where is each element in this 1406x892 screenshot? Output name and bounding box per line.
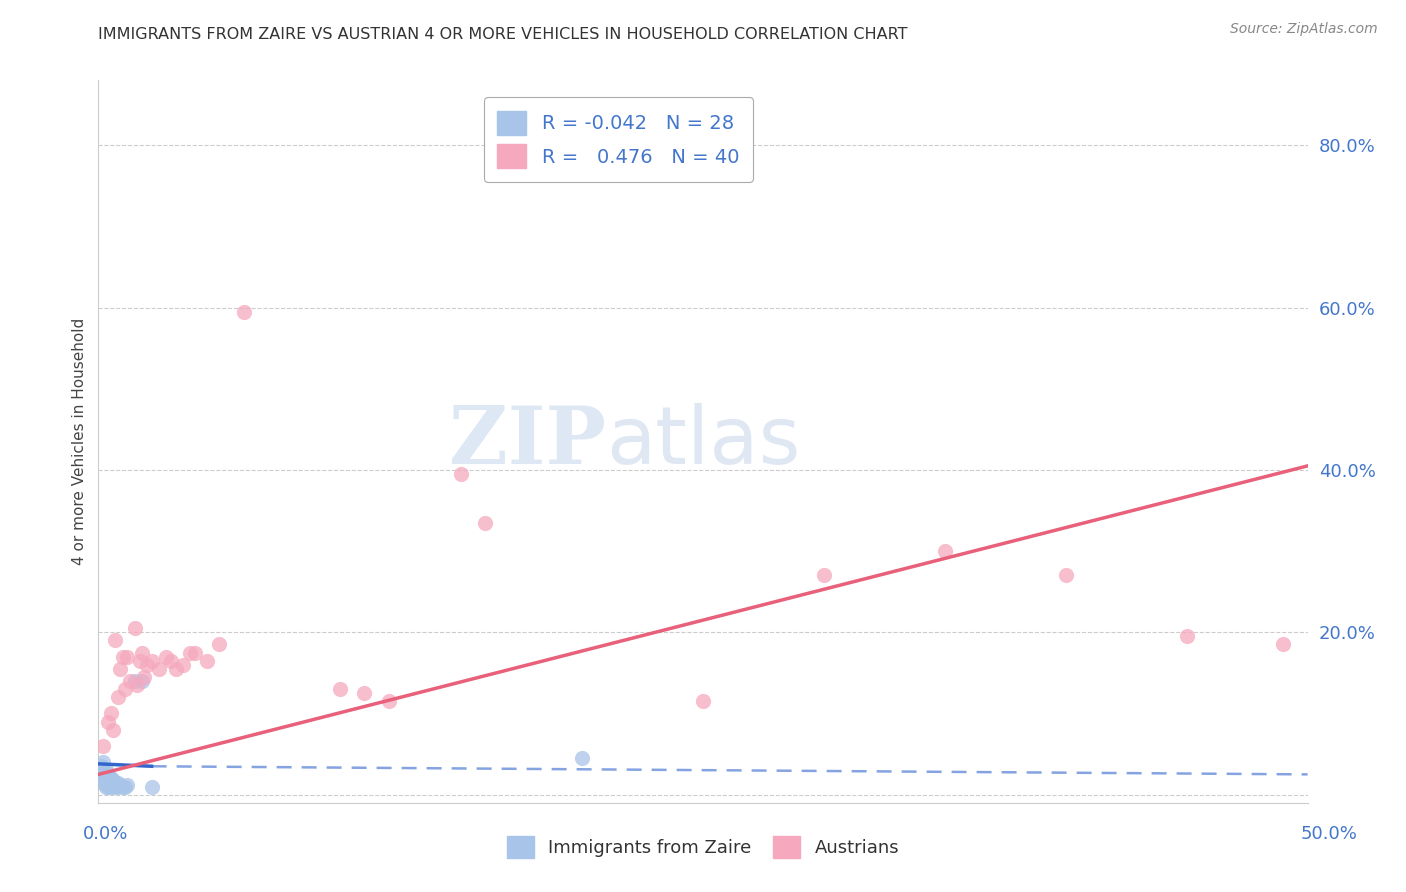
Point <box>97 780 120 794</box>
Point <box>91 739 114 753</box>
Point <box>94 764 117 778</box>
Point <box>101 773 124 788</box>
Legend: R = -0.042   N = 28, R =   0.476   N = 40: R = -0.042 N = 28, R = 0.476 N = 40 <box>484 97 754 182</box>
Point <box>100 780 122 794</box>
Point <box>353 686 375 700</box>
Text: Source: ZipAtlas.com: Source: ZipAtlas.com <box>1230 22 1378 37</box>
Point <box>141 654 163 668</box>
Point <box>377 694 399 708</box>
Point <box>1272 638 1295 652</box>
Point <box>100 775 122 789</box>
Text: 0.0%: 0.0% <box>83 825 128 843</box>
Point <box>124 621 146 635</box>
Point <box>155 649 177 664</box>
Point <box>108 662 131 676</box>
Point <box>107 690 129 705</box>
Point <box>104 775 127 789</box>
Text: ZIP: ZIP <box>450 402 606 481</box>
Point <box>692 694 714 708</box>
Point <box>127 678 149 692</box>
Point <box>474 516 496 530</box>
Point <box>813 568 835 582</box>
Point <box>108 778 131 792</box>
Point <box>97 775 120 789</box>
Point <box>90 759 112 773</box>
Point <box>148 662 170 676</box>
Point <box>104 633 127 648</box>
Point <box>100 706 122 721</box>
Point <box>131 646 153 660</box>
Point <box>117 649 139 664</box>
Point <box>165 662 187 676</box>
Point <box>104 780 127 794</box>
Point <box>134 670 156 684</box>
Point <box>90 772 112 786</box>
Point <box>450 467 472 481</box>
Y-axis label: 4 or more Vehicles in Household: 4 or more Vehicles in Household <box>72 318 87 566</box>
Point <box>114 682 136 697</box>
Point <box>91 775 114 789</box>
Point <box>195 654 218 668</box>
Point <box>91 755 114 769</box>
Point <box>107 780 129 794</box>
Point <box>208 638 231 652</box>
Point <box>107 776 129 790</box>
Legend: Immigrants from Zaire, Austrians: Immigrants from Zaire, Austrians <box>499 829 907 865</box>
Point <box>91 767 114 781</box>
Text: 50.0%: 50.0% <box>1301 825 1357 843</box>
Point <box>111 649 134 664</box>
Point <box>141 780 163 794</box>
Point <box>94 772 117 786</box>
Point <box>100 772 122 786</box>
Point <box>97 714 120 729</box>
Point <box>94 780 117 794</box>
Point <box>131 673 153 688</box>
Point <box>329 682 352 697</box>
Point <box>135 657 157 672</box>
Point <box>101 778 124 792</box>
Point <box>232 304 254 318</box>
Point <box>1175 629 1198 643</box>
Point <box>111 780 134 794</box>
Point <box>160 654 183 668</box>
Text: IMMIGRANTS FROM ZAIRE VS AUSTRIAN 4 OR MORE VEHICLES IN HOUSEHOLD CORRELATION CH: IMMIGRANTS FROM ZAIRE VS AUSTRIAN 4 OR M… <box>98 27 908 42</box>
Point <box>97 767 120 781</box>
Point <box>128 654 150 668</box>
Point <box>571 122 593 136</box>
Point <box>101 723 124 737</box>
Text: atlas: atlas <box>606 402 800 481</box>
Point <box>114 780 136 794</box>
Point <box>184 646 207 660</box>
Point <box>179 646 201 660</box>
Point <box>172 657 194 672</box>
Point <box>1054 568 1077 582</box>
Point <box>571 751 593 765</box>
Point <box>934 544 956 558</box>
Point <box>124 673 146 688</box>
Point <box>118 673 141 688</box>
Point <box>117 778 139 792</box>
